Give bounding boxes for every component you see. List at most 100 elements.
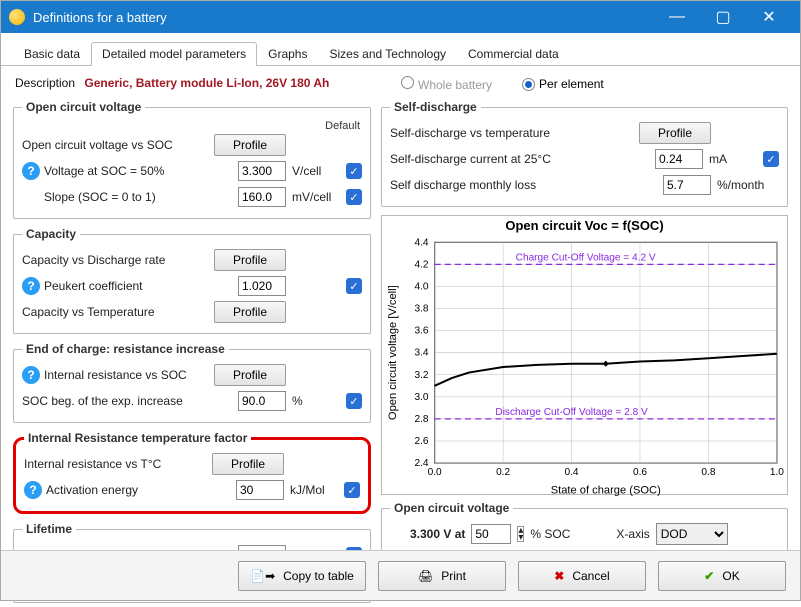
label-selfd-temp: Self-discharge vs temperature	[390, 126, 633, 140]
legend-ocv2: Open circuit voltage	[390, 501, 513, 515]
label-cap-temp: Capacity vs Temperature	[22, 305, 208, 319]
export-icon: 📄➡	[250, 569, 275, 583]
svg-text:2.4: 2.4	[415, 458, 429, 469]
tab-commercial[interactable]: Commercial data	[457, 42, 570, 66]
svg-text:0.4: 0.4	[565, 467, 579, 478]
help-icon[interactable]: ?	[24, 481, 42, 499]
xaxis-label: X-axis	[616, 527, 649, 541]
svg-text:Charge Cut-Off Voltage = 4.2 V: Charge Cut-Off Voltage = 4.2 V	[516, 252, 656, 263]
unit-mvcell: mV/cell	[292, 190, 340, 204]
profile-ir-temp[interactable]: Profile	[212, 453, 284, 475]
profile-ir-soc[interactable]: Profile	[214, 364, 286, 386]
minimize-button[interactable]: —	[654, 1, 700, 33]
label-soc-exp: SOC beg. of the exp. increase	[22, 394, 232, 408]
label-ir-soc: Internal resistance vs SOC	[44, 368, 187, 382]
legend-eoc: End of charge: resistance increase	[22, 342, 229, 356]
label-selfd-month: Self discharge monthly loss	[390, 178, 657, 192]
button-bar: 📄➡Copy to table 🖨Print ✖Cancel ✔OK	[1, 550, 800, 600]
legend-ocv: Open circuit voltage	[22, 100, 145, 114]
legend-lifetime: Lifetime	[22, 522, 76, 536]
cancel-icon: ✖	[554, 569, 564, 583]
label-cap-discharge: Capacity vs Discharge rate	[22, 253, 208, 267]
maximize-button[interactable]: ▢	[700, 1, 746, 33]
help-icon[interactable]: ?	[22, 162, 40, 180]
legend-selfd: Self-discharge	[390, 100, 481, 114]
label-ir-temp: Internal resistance vs T°C	[24, 457, 206, 471]
radio-per-element[interactable]: Per element	[522, 77, 604, 91]
input-activation-energy[interactable]	[236, 480, 284, 500]
svg-text:0.6: 0.6	[633, 467, 647, 478]
svg-text:State of charge (SOC): State of charge (SOC)	[551, 484, 661, 496]
description-value: Generic, Battery module Li-Ion, 26V 180 …	[84, 76, 329, 90]
select-xaxis[interactable]: DOD	[656, 523, 728, 545]
tab-sizes-tech[interactable]: Sizes and Technology	[318, 42, 457, 66]
help-icon[interactable]: ?	[22, 366, 40, 384]
profile-cap-temp[interactable]: Profile	[214, 301, 286, 323]
label-slope: Slope (SOC = 0 to 1)	[22, 190, 232, 204]
svg-text:2.6: 2.6	[415, 436, 429, 447]
default-check[interactable]: ✓	[346, 393, 362, 409]
close-button[interactable]: ✕	[746, 1, 792, 33]
label-activation-energy: Activation energy	[46, 483, 138, 497]
tab-detailed-model[interactable]: Detailed model parameters	[91, 42, 257, 66]
print-button[interactable]: 🖨Print	[378, 561, 506, 591]
help-icon[interactable]: ?	[22, 277, 40, 295]
svg-text:4.4: 4.4	[415, 237, 429, 248]
label-voltage-soc50: Voltage at SOC = 50%	[44, 164, 164, 178]
default-check[interactable]: ✓	[346, 189, 362, 205]
spinner-icon[interactable]: ▴▾	[517, 526, 524, 542]
input-soc-exp[interactable]	[238, 391, 286, 411]
svg-text:4.2: 4.2	[415, 259, 429, 270]
tabbar: Basic data Detailed model parameters Gra…	[1, 33, 800, 66]
default-check[interactable]: ✓	[346, 163, 362, 179]
default-check[interactable]: ✓	[763, 151, 779, 167]
svg-text:0.8: 0.8	[701, 467, 715, 478]
profile-cap-discharge[interactable]: Profile	[214, 249, 286, 271]
svg-text:3.0: 3.0	[415, 392, 429, 403]
ocv2-volt: 3.300 V at	[410, 527, 465, 541]
unit-vcell: V/cell	[292, 164, 340, 178]
input-voltage-soc50[interactable]	[238, 161, 286, 181]
group-ocv: Open circuit voltage Default Open circui…	[13, 100, 371, 219]
ok-icon: ✔	[704, 569, 714, 583]
svg-text:3.6: 3.6	[415, 326, 429, 337]
tab-graphs[interactable]: Graphs	[257, 42, 318, 66]
input-selfd-25[interactable]	[655, 149, 703, 169]
unit-pctmonth: %/month	[717, 178, 779, 192]
group-ocv2: Open circuit voltage 3.300 V at ▴▾ % SOC…	[381, 501, 788, 556]
svg-text:3.4: 3.4	[415, 348, 429, 359]
cancel-button[interactable]: ✖Cancel	[518, 561, 646, 591]
input-peukert[interactable]	[238, 276, 286, 296]
svg-text:3.8: 3.8	[415, 304, 429, 315]
default-header: Default	[22, 120, 362, 132]
ok-button[interactable]: ✔OK	[658, 561, 786, 591]
label-selfd-25: Self-discharge current at 25°C	[390, 152, 649, 166]
svg-text:Open circuit voltage [V/cell]: Open circuit voltage [V/cell]	[387, 285, 399, 420]
ocv2-pct: % SOC	[530, 527, 570, 541]
input-ocv2-soc[interactable]	[471, 524, 511, 544]
input-selfd-month[interactable]	[663, 175, 711, 195]
tab-basic-data[interactable]: Basic data	[13, 42, 91, 66]
svg-text:3.2: 3.2	[415, 370, 429, 381]
legend-capacity: Capacity	[22, 227, 80, 241]
unit-percent: %	[292, 394, 340, 408]
group-irt-highlight: Internal Resistance temperature factor I…	[13, 431, 371, 514]
profile-ocv-soc[interactable]: Profile	[214, 134, 286, 156]
svg-text:2.8: 2.8	[415, 414, 429, 425]
svg-text:0.0: 0.0	[428, 467, 442, 478]
unit-ma: mA	[709, 152, 757, 166]
default-check[interactable]: ✓	[346, 278, 362, 294]
copy-to-table-button[interactable]: 📄➡Copy to table	[238, 561, 366, 591]
label-ocv-soc: Open circuit voltage vs SOC	[22, 138, 208, 152]
input-slope[interactable]	[238, 187, 286, 207]
svg-text:1.0: 1.0	[770, 467, 784, 478]
svg-text:4.0: 4.0	[415, 282, 429, 293]
legend-irt: Internal Resistance temperature factor	[24, 431, 251, 445]
profile-selfd-temp[interactable]: Profile	[639, 122, 711, 144]
printer-icon: 🖨	[418, 569, 433, 583]
group-eoc: End of charge: resistance increase ? Inte…	[13, 342, 371, 423]
unit-kjmol: kJ/Mol	[290, 483, 338, 497]
group-capacity: Capacity Capacity vs Discharge rate Prof…	[13, 227, 371, 334]
radio-whole-battery: Whole battery	[401, 76, 492, 92]
default-check[interactable]: ✓	[344, 482, 360, 498]
